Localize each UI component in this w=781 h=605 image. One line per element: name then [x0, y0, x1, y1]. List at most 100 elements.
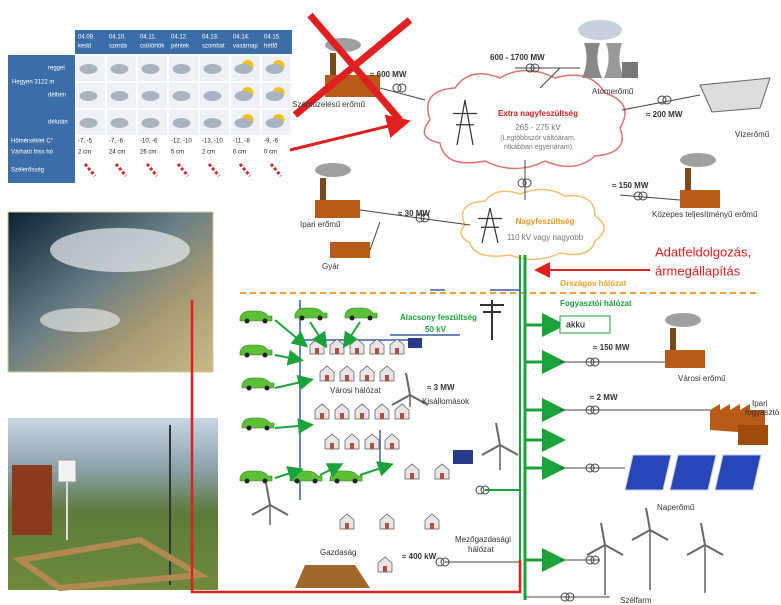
cloud-icon	[265, 64, 284, 74]
transformer	[415, 213, 425, 223]
wheel	[264, 425, 270, 431]
cell-value: -9, -6	[264, 139, 279, 145]
wind-icon	[269, 163, 283, 177]
cloud-icon	[172, 64, 191, 74]
link-arrow	[359, 461, 394, 477]
day-date: 04.15.	[264, 35, 281, 41]
chimney	[685, 168, 691, 190]
cloud-icon	[265, 118, 284, 128]
label: ≈ 150 MW	[612, 181, 649, 190]
wire	[621, 94, 701, 111]
cell-value: 0 cm	[233, 150, 246, 156]
cloud-icon	[141, 64, 160, 74]
label: fogyasztó	[745, 408, 780, 417]
door	[440, 473, 444, 479]
turbine-blades	[586, 522, 624, 556]
label: Atomerőmű	[592, 87, 634, 96]
hv-cloud	[460, 188, 605, 261]
period: délután	[48, 120, 68, 126]
house	[324, 433, 340, 450]
battery-box	[559, 315, 611, 334]
plant	[665, 350, 705, 368]
field	[295, 565, 370, 588]
cloud-icon	[234, 64, 253, 74]
cell-value: 24 cm	[109, 150, 125, 156]
house	[314, 403, 330, 420]
label: 50 kV	[425, 325, 447, 334]
label: Fogyasztói hálózat	[560, 299, 632, 308]
cell-value: -10, -6	[140, 139, 158, 145]
transformer	[517, 178, 527, 188]
cloud-icon	[172, 118, 191, 128]
cloud-cover	[50, 228, 190, 272]
wheel	[334, 478, 340, 484]
day-name: csütörtök	[140, 44, 165, 50]
cell-value: 0 cm	[264, 150, 277, 156]
car	[241, 417, 275, 429]
cloud-icon	[203, 91, 222, 101]
wire	[289, 114, 411, 152]
door	[335, 348, 339, 354]
cell-value: 26 cm	[140, 150, 156, 156]
door	[340, 413, 344, 419]
label: ≈ 600 MW	[370, 70, 407, 79]
pole	[480, 300, 504, 340]
label: 600 - 1700 MW	[490, 53, 545, 62]
plant	[680, 190, 720, 208]
wheel	[352, 478, 358, 484]
transformer	[662, 95, 672, 105]
wheel	[349, 315, 355, 321]
fence	[12, 465, 52, 535]
wheel	[367, 315, 373, 321]
transformer	[633, 191, 643, 201]
label: Nagyfeszültség	[516, 217, 575, 226]
wind-icon	[207, 163, 221, 177]
house	[394, 403, 410, 420]
cloud-icon	[110, 64, 129, 74]
door	[370, 443, 374, 449]
house	[379, 365, 395, 382]
label: Városi hálózat	[330, 386, 381, 395]
door	[350, 443, 354, 449]
door	[355, 348, 359, 354]
wind-icon	[238, 163, 252, 177]
cloud-icon	[79, 118, 98, 128]
wheel	[244, 478, 250, 484]
cell-value: 2 cm	[78, 150, 91, 156]
period: délben	[48, 93, 66, 99]
steam	[578, 20, 622, 40]
door	[375, 348, 379, 354]
transformer	[638, 191, 648, 201]
label: ritkábban egyenáram)	[504, 144, 572, 151]
label: Adatfeldolgozás,	[655, 244, 751, 259]
cloud-icon	[203, 118, 222, 128]
car	[239, 310, 273, 322]
label: ≈ 30 MW	[398, 209, 430, 218]
wire	[619, 194, 681, 201]
cloud-icon	[79, 64, 98, 74]
label: Gazdaság	[320, 548, 356, 557]
transformer	[590, 555, 600, 565]
cloud-icon	[141, 91, 160, 101]
solar-small	[408, 338, 422, 348]
wheel	[294, 478, 300, 484]
house	[384, 433, 400, 450]
door	[400, 413, 404, 419]
industrial-consumer	[738, 425, 768, 445]
wire	[539, 67, 561, 89]
transformer	[590, 405, 600, 415]
door	[320, 413, 324, 419]
turbine-blades	[686, 522, 724, 556]
house	[364, 433, 380, 450]
label: ≈ 200 MW	[646, 110, 683, 119]
car	[239, 470, 273, 482]
label: 110 kV vagy nagyobb	[507, 233, 584, 242]
cloud-icon	[79, 91, 98, 101]
wind-icon	[145, 163, 159, 177]
row-label: Várható friss hó	[11, 150, 54, 156]
day-date: 04.14.	[233, 35, 250, 41]
day-name: péntek	[171, 44, 190, 50]
wheel	[299, 315, 305, 321]
solar-panel	[624, 454, 672, 491]
